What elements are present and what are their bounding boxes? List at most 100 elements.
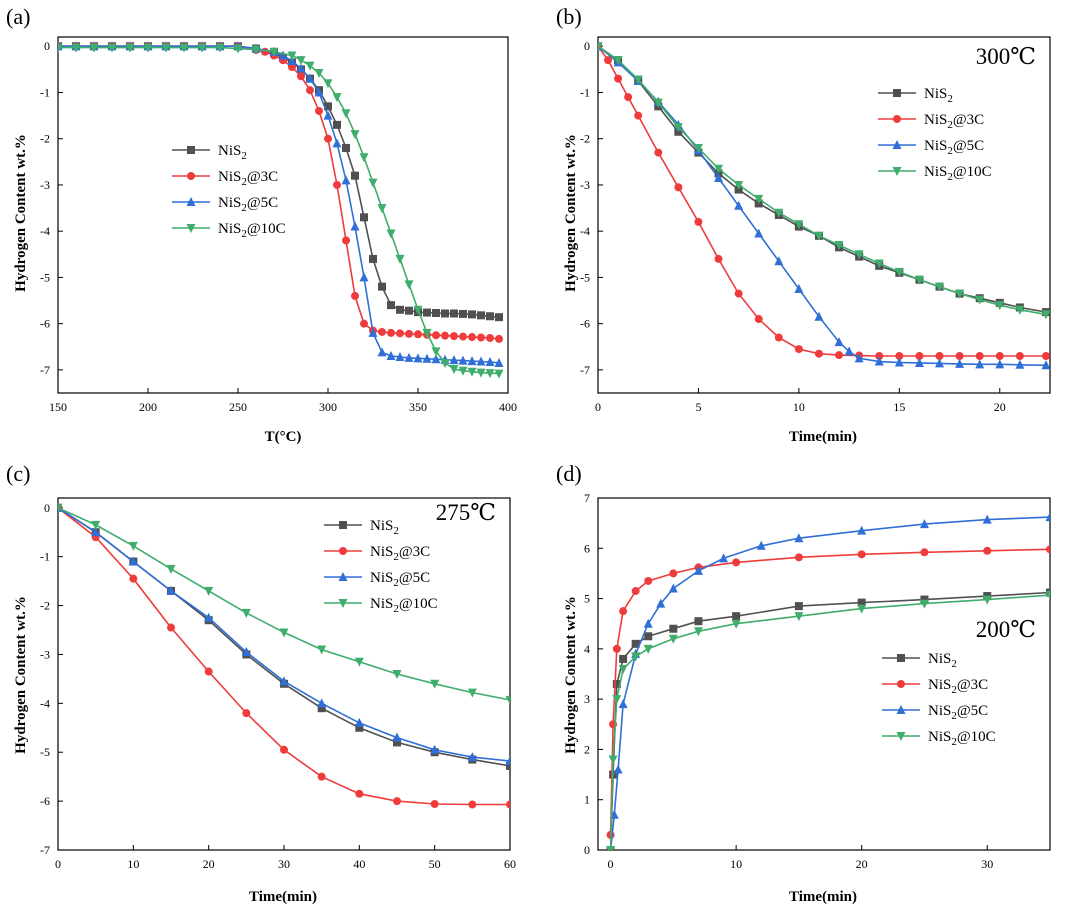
data-point [332,93,342,103]
x-tick-label: 15 [893,400,905,414]
data-point [387,301,395,310]
data-point [694,217,703,226]
data-point [278,50,288,60]
data-point [404,280,414,290]
data-point [618,664,628,674]
data-point [485,357,495,367]
y-axis-label: Hydrogen Content wt.% [563,596,579,754]
data-point [323,110,333,120]
data-point [351,171,359,180]
data-point [983,546,992,555]
data-point [656,598,666,608]
data-point [317,772,326,781]
y-tick-label: -1 [580,85,590,99]
data-point [619,607,628,616]
y-tick-label: 4 [584,642,590,656]
data-point [618,699,628,709]
data-point [857,525,867,535]
data-point [714,254,723,263]
data-point [995,352,1004,361]
data-point [413,353,423,363]
legend-marker [893,115,901,123]
data-point [368,327,378,337]
legend-label: NiS2@3C [370,544,430,563]
y-tick-label: -4 [40,224,50,238]
data-point [467,356,477,366]
data-point [1041,360,1050,370]
data-point [197,43,207,53]
panel-label: (c) [6,461,30,486]
y-tick-label: -5 [40,745,50,759]
data-point [894,267,904,277]
data-point [854,250,864,260]
x-tick-label: 0 [608,857,614,871]
data-point [895,352,904,361]
legend-entry: NiS2@5C [878,138,984,157]
data-point [774,333,783,342]
data-point [894,357,904,367]
data-point [324,134,332,143]
data-point [405,329,413,338]
x-tick-label: 20 [203,857,215,871]
data-point [430,800,439,809]
data-point [694,617,703,626]
x-tick-label: 0 [55,857,61,871]
data-point [129,574,138,583]
data-point [459,309,467,318]
data-point [653,98,663,108]
series-line [58,46,500,375]
data-point [341,175,351,185]
data-point [279,628,289,638]
data-point [732,612,741,621]
temperature-label: 300℃ [976,44,1036,69]
data-point [458,366,468,376]
data-point [920,548,929,557]
data-point [279,676,289,686]
data-point [506,800,510,809]
data-point [450,332,458,341]
data-point [857,598,866,607]
data-point [794,602,803,611]
data-point [486,333,494,342]
data-point [58,43,63,53]
data-point [1045,512,1050,522]
data-point [450,309,458,318]
series-line [58,45,500,318]
data-point [359,153,369,163]
y-tick-label: 1 [584,793,590,807]
data-point [914,275,924,285]
data-point [449,355,459,365]
data-point [378,327,386,336]
data-point [354,657,364,667]
x-axis-label: Time(min) [789,889,857,905]
legend-label: NiS2 [370,518,399,537]
data-point [58,503,63,513]
data-point [350,130,360,140]
data-point [333,120,341,129]
legend-entry: NiS2@3C [878,112,984,131]
data-point [644,632,653,641]
x-tick-label: 20 [856,857,868,871]
series-nis2-at-3c [58,42,503,343]
data-point [754,228,764,238]
y-tick-label: -7 [40,843,50,857]
data-point [476,368,486,378]
data-point [494,369,504,379]
data-point [166,585,176,595]
data-point [643,618,653,628]
data-point [634,111,643,120]
y-tick-label: -2 [40,132,50,146]
x-tick-label: 50 [429,857,441,871]
data-point [794,553,803,562]
series-nis2-at-3c [58,503,510,809]
legend-marker [892,140,902,149]
data-point [241,647,251,656]
data-point [608,755,618,765]
series-nis2-at-3c [598,42,1050,361]
data-point [396,329,404,338]
data-point [91,520,101,530]
data-point [296,56,306,66]
data-point [631,639,640,648]
legend-entry: NiS2@10C [882,729,996,748]
series-nis2 [58,42,503,322]
